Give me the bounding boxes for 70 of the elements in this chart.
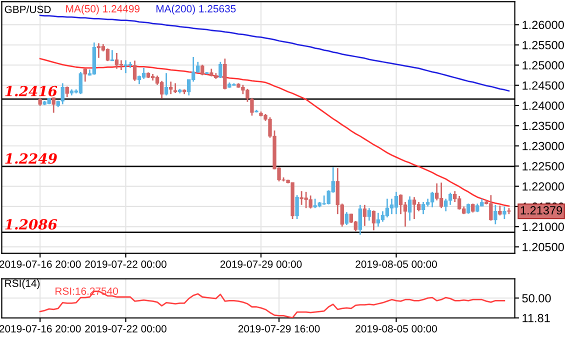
ref-line-label: 1.2086 [5, 219, 58, 230]
candlestick [444, 198, 448, 212]
y-tick-label: 1.21000 [522, 222, 564, 232]
candlestick [439, 182, 444, 209]
candlestick [390, 198, 394, 215]
candlestick [448, 192, 452, 206]
y-tick-label: 50.00 [522, 294, 551, 302]
candlestick [160, 80, 164, 100]
candlestick [52, 96, 56, 114]
candlestick [164, 72, 168, 96]
y-tick-label: 1.22000 [522, 182, 564, 191]
text: MA(50) 1.24499 [66, 4, 140, 14]
x-tick-label: 2019-07-22 00:00 [85, 325, 166, 332]
x-tick-label: 2019-08-05 00:00 [356, 325, 437, 332]
candlestick [60, 82, 64, 105]
candlestick [394, 191, 398, 215]
chart-title: GBP/USD [4, 5, 51, 14]
ref-line-label: 1.2249 [5, 153, 57, 164]
y-tick-label: 1.22500 [522, 162, 564, 170]
candlestick [96, 42, 101, 59]
candlestick [502, 206, 506, 220]
candlestick [498, 204, 502, 216]
candlestick [362, 204, 367, 227]
candlestick [430, 191, 434, 208]
x-tick-label: 2019-08-05 00:00 [356, 260, 437, 268]
candlestick [168, 80, 173, 95]
x-tick-label: 2019-07-22 00:00 [85, 260, 166, 268]
candlestick [142, 67, 146, 80]
y-tick-label: 1.26000 [522, 20, 564, 30]
ref-line-label: 1.2416 [5, 86, 58, 96]
candlestick [494, 204, 498, 225]
candlestick [398, 194, 403, 215]
series-label: RSI:16.27540 [56, 287, 118, 295]
candlestick [380, 210, 385, 222]
y-tick-label: 1.20500 [522, 242, 564, 252]
candlestick [376, 212, 380, 228]
candlestick [421, 201, 426, 215]
candlestick [385, 198, 390, 218]
y-tick-label: 1.23500 [522, 122, 564, 130]
candlestick [412, 196, 416, 220]
candlestick [132, 60, 137, 82]
candlestick [367, 207, 372, 222]
chart-title: RSI(14) [5, 279, 40, 290]
candlestick [408, 196, 412, 222]
candlestick [83, 68, 87, 82]
y-tick-label: 1.24000 [522, 102, 564, 110]
x-tick-label: 2019-07-29 00:00 [220, 260, 302, 268]
candlestick [250, 97, 254, 116]
candlestick [358, 204, 362, 236]
candlestick [119, 60, 124, 71]
candlestick [173, 82, 178, 94]
candlestick [124, 60, 128, 74]
candlestick [106, 48, 110, 62]
candlestick [200, 64, 204, 76]
candlestick [218, 61, 222, 79]
candlestick [416, 201, 421, 212]
candlestick [295, 194, 299, 220]
y-tick-label: 11.81 [522, 314, 550, 322]
candlestick [114, 52, 119, 70]
candlestick [344, 211, 348, 226]
candlestick [78, 71, 82, 95]
y-tick-label: 1.25500 [522, 40, 564, 50]
x-tick-label: 2019-07-29 16:00 [238, 325, 320, 332]
candlestick [65, 86, 69, 98]
text: 1.21379 [520, 206, 562, 215]
y-tick-label: 1.24500 [522, 81, 564, 90]
y-tick-label: 1.25000 [522, 61, 564, 70]
candlestick [372, 210, 376, 231]
series-label: MA(200) 1.25635 [156, 4, 236, 14]
y-tick-label: 1.23000 [522, 142, 564, 150]
